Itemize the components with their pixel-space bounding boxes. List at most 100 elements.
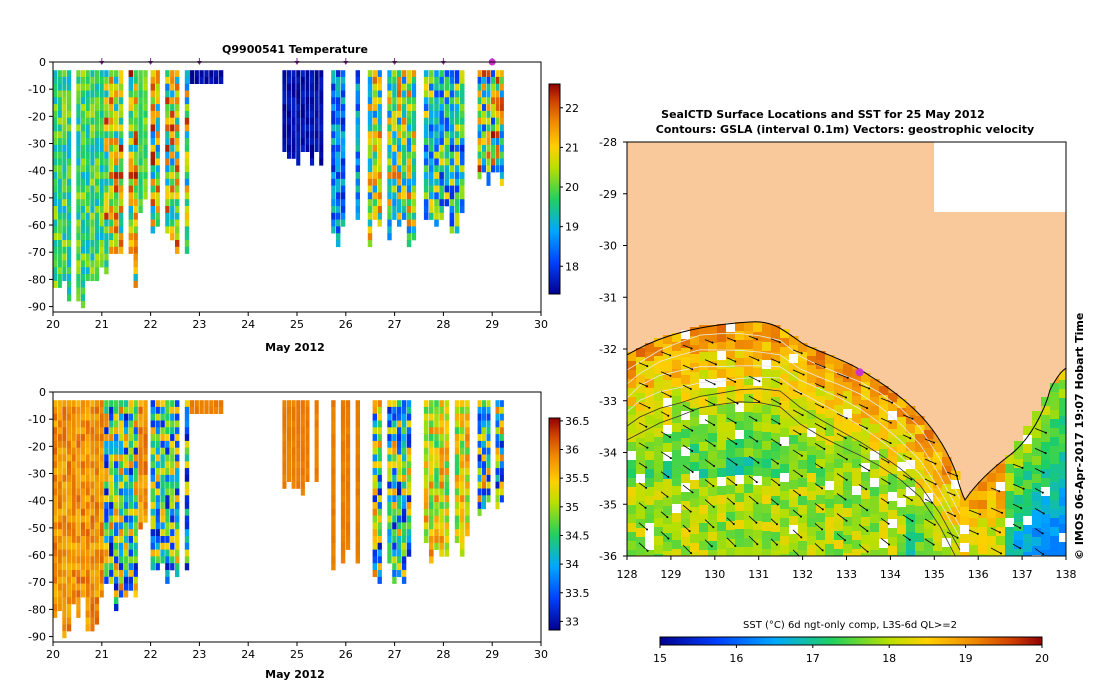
velocity-vector-head (910, 499, 913, 502)
profile-cell (143, 185, 148, 193)
profile-cell (128, 212, 133, 220)
profile-cell (123, 570, 129, 578)
profile-cell (94, 104, 100, 112)
profile-cell (397, 440, 402, 448)
profile-cell (486, 420, 491, 428)
profile-cell (67, 124, 72, 132)
profile-cell (118, 124, 124, 132)
sst-missing-cell (789, 354, 798, 363)
profile-cell (85, 267, 90, 275)
profile-cell (331, 413, 336, 421)
profile-cell (184, 226, 190, 234)
profile-cell (53, 97, 58, 105)
profile-cell (165, 488, 170, 496)
profile-cell (170, 454, 175, 462)
velocity-vector-head (824, 428, 827, 430)
profile-cell (133, 104, 138, 112)
sst-cell (1014, 450, 1024, 460)
profile-cell (57, 144, 62, 152)
profile-cell (133, 97, 138, 105)
profile-cell (62, 76, 67, 84)
profile-cell (170, 488, 175, 496)
profile-cell (377, 461, 382, 469)
sst-cell (627, 406, 637, 416)
profile-cell (53, 536, 58, 544)
profile-cell (401, 172, 407, 180)
sst-cell (816, 486, 826, 496)
profile-cell (477, 440, 482, 448)
profile-cell (94, 617, 100, 625)
profile-cell (109, 240, 114, 248)
profile-cell (67, 495, 72, 503)
profile-cell (133, 406, 138, 414)
sst-cell (735, 358, 745, 368)
profile-cell (53, 406, 58, 414)
profile-cell (109, 400, 114, 408)
sst-cell (726, 332, 736, 342)
profile-cell (67, 226, 72, 234)
profile-cell (62, 117, 67, 125)
sst-cell (1005, 473, 1015, 483)
sst-cell (843, 499, 853, 509)
profile-cell (118, 549, 124, 557)
profile-cell (397, 481, 402, 489)
profile-cell (114, 413, 119, 421)
sst-cell (1023, 471, 1033, 481)
profile-cell (204, 406, 209, 414)
profile-cell (429, 536, 434, 544)
profile-cell (387, 158, 392, 166)
sst-cell (888, 528, 898, 538)
profile-cell (62, 267, 67, 275)
profile-cell (439, 542, 444, 550)
velocity-vector (770, 438, 781, 446)
profile-cell (355, 199, 360, 207)
profile-cell (434, 536, 439, 544)
profile-cell (282, 104, 287, 112)
profile-cell (406, 124, 412, 132)
sst-cell (960, 498, 970, 508)
profile-cell (355, 131, 360, 139)
profile-cell (170, 158, 175, 166)
profile-cell (331, 420, 336, 428)
profile-cell (340, 515, 346, 523)
sst-cell (1059, 488, 1066, 498)
sst-cell (717, 423, 727, 433)
profile-cell (367, 90, 373, 98)
profile-cell (138, 172, 143, 180)
profile-cell (138, 117, 143, 125)
profile-cell (118, 226, 124, 234)
profile-cell (71, 583, 76, 591)
velocity-vector (880, 497, 889, 504)
profile-cell (118, 199, 124, 207)
profile-cell (345, 447, 351, 455)
velocity-vector (814, 403, 824, 408)
profile-cell (397, 104, 402, 112)
profile-cell (367, 97, 373, 105)
profile-cell (90, 590, 95, 598)
profile-cell (372, 144, 377, 152)
profile-cell (429, 454, 434, 462)
profile-cell (314, 138, 319, 146)
profile-cell (486, 97, 491, 105)
profile-cell (397, 495, 402, 503)
profile-cell (85, 454, 90, 462)
profile-cell (482, 461, 486, 469)
sst-cell (825, 409, 835, 419)
profile-cell (94, 420, 100, 428)
profile-cell (345, 461, 351, 469)
profile-cell (53, 76, 58, 84)
profile-cell (67, 420, 72, 428)
profile-cell (80, 260, 86, 268)
profile-cell (459, 454, 465, 462)
profile-cell (423, 481, 429, 489)
profile-cell (165, 400, 170, 408)
sst-cell (1032, 528, 1042, 538)
profile-cell (372, 212, 377, 220)
profile-cell (160, 502, 165, 510)
profile-cell (287, 76, 292, 84)
profile-cell (392, 83, 397, 91)
profile-cell (411, 117, 417, 125)
velocity-vector (682, 504, 691, 512)
profile-cell (434, 515, 439, 523)
profile-cell (170, 549, 175, 557)
